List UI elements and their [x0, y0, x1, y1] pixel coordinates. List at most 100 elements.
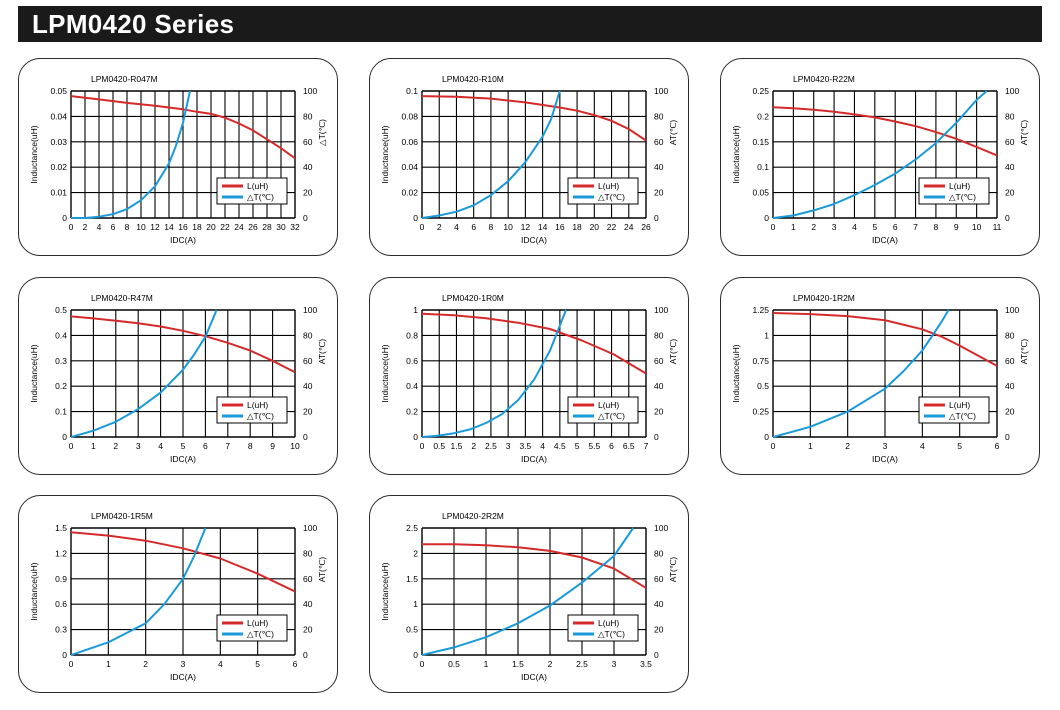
x-tick-label: 8	[248, 441, 253, 451]
y-tick-label: 0.03	[50, 137, 67, 147]
y2-tick-label: 80	[654, 111, 664, 121]
y2-tick-label: 0	[1005, 213, 1010, 223]
y-axis-label: Inductance(uH)	[29, 125, 39, 183]
page-title: LPM0420 Series	[32, 9, 235, 39]
legend-label: △T(℃)	[247, 629, 274, 639]
y-axis-label: Inductance(uH)	[380, 562, 390, 620]
x-tick-label: 1	[106, 659, 111, 669]
y2-tick-label: 60	[1005, 137, 1015, 147]
y-tick-label: 1	[764, 330, 769, 340]
y2-tick-label: 60	[303, 137, 313, 147]
y-tick-label: 1.25	[752, 305, 769, 315]
y-tick-label: 0.01	[50, 188, 67, 198]
x-tick-label: 6	[893, 222, 898, 232]
y-tick-label: 1	[413, 599, 418, 609]
x-tick-label: 4	[454, 222, 459, 232]
x-tick-label: 18	[192, 222, 202, 232]
y-tick-label: 0.06	[401, 137, 418, 147]
y-tick-label: 0	[764, 432, 769, 442]
legend-box	[216, 396, 288, 424]
y-tick-label: 1.2	[55, 548, 67, 558]
inductance-line	[71, 531, 295, 593]
chart-svg: 0 1 2 3 4 5 60 00.3 200.6 400.9 601.2 801.5 100LPM04…	[29, 511, 327, 682]
x-tick-label: 6	[995, 441, 1000, 451]
inductance-line	[773, 312, 997, 367]
x-tick-label: 5	[872, 222, 877, 232]
x-tick-label: 0.5	[433, 441, 445, 451]
y-tick-label: 0.02	[401, 188, 418, 198]
y2-tick-label: 20	[303, 407, 313, 417]
x-tick-label: 10	[503, 222, 513, 232]
y2-tick-label: 60	[654, 574, 664, 584]
y-tick-label: 0.5	[757, 381, 769, 391]
x-tick-label: 0	[420, 659, 425, 669]
x-tick-label: 16	[555, 222, 565, 232]
x-tick-label: 9	[270, 441, 275, 451]
x-tick-label: 2.5	[485, 441, 497, 451]
chart-panel: 0 2 4 6 8 10 12 14 16 18 20 22 24 26 0 0 0.02 20 0.04 40 0.0…	[369, 58, 689, 256]
chart-svg: 0 0.5 1 1.5 2 2.5 3 3.50 00.5 201 401.5 602 802.5 100…	[380, 511, 678, 682]
x-tick-label: 18	[572, 222, 582, 232]
x-tick-label: 9	[954, 222, 959, 232]
y2-tick-label: 40	[654, 599, 664, 609]
x-tick-label: 6	[293, 659, 298, 669]
x-tick-label: 12	[521, 222, 531, 232]
chart-panel: 0 2 4 6 8 10 12 14 16 18 20 22 24 26 28 30 32 0 0 0.01 20 0.0…	[18, 58, 338, 256]
y-tick-label: 0.3	[55, 356, 67, 366]
chart-panel: 0 1 2 3 4 5 6 0 0 0.25 20 0.5 40 0.75 60 1 80 1.25 100 LPM0…	[720, 277, 1040, 475]
legend-box	[918, 177, 990, 205]
x-tick-label: 1.5	[512, 659, 524, 669]
y2-axis-label: AT(℃)	[1019, 120, 1029, 146]
y2-tick-label: 80	[1005, 111, 1015, 121]
y-tick-label: 0.05	[752, 188, 769, 198]
temperature-line	[71, 90, 191, 219]
y-tick-label: 0.4	[406, 381, 418, 391]
x-tick-label: 14	[164, 222, 174, 232]
x-tick-label: 10	[972, 222, 982, 232]
y-tick-label: 0	[764, 213, 769, 223]
chart-title: LPM0420-R22M	[793, 74, 855, 84]
y2-tick-label: 0	[1005, 432, 1010, 442]
y-axis-label: Inductance(uH)	[29, 562, 39, 620]
y2-axis-label: AT(℃)	[1019, 339, 1029, 365]
x-axis-label: IDC(A)	[521, 672, 547, 682]
chart-panel: 0 1 2 3 4 5 6 7 8 9 10 11 0 0 0.05 20 0.1 40 0.15 60 0.2 80 0.…	[720, 58, 1040, 256]
x-tick-label: 8	[125, 222, 130, 232]
y-tick-label: 0.25	[752, 407, 769, 417]
x-tick-label: 0	[771, 441, 776, 451]
x-tick-label: 2	[471, 441, 476, 451]
legend-label: L(uH)	[949, 400, 970, 410]
x-tick-label: 1	[808, 441, 813, 451]
y-axis-label: Inductance(uH)	[380, 344, 390, 402]
y2-axis-label: AT(℃)	[668, 557, 678, 583]
x-axis-label: IDC(A)	[521, 235, 547, 245]
chart-svg: 0 1 2 3 4 5 60 00.25 200.5 400.75 601 801.25 100LPM0…	[731, 293, 1029, 464]
y2-axis-label: AT(℃)	[317, 339, 327, 365]
x-tick-label: 30	[276, 222, 286, 232]
x-axis-label: IDC(A)	[872, 454, 898, 464]
legend-label: L(uH)	[598, 400, 619, 410]
x-tick-label: 11	[993, 222, 1002, 232]
x-tick-label: 6	[471, 222, 476, 232]
legend-label: △T(℃)	[598, 192, 625, 202]
y2-tick-label: 0	[303, 650, 308, 660]
x-tick-label: 2	[811, 222, 816, 232]
chart-title: LPM0420-R10M	[442, 74, 504, 84]
x-tick-label: 4	[540, 441, 545, 451]
legend-box	[567, 396, 639, 424]
x-tick-label: 28	[262, 222, 272, 232]
legend-box	[918, 396, 990, 424]
chart-svg: 0 2 4 6 8 10 12 14 16 18 20 22 24 26 28 30 320 00.01 200.0…	[29, 74, 327, 245]
y-tick-label: 0.1	[406, 86, 418, 96]
legend-box	[567, 614, 639, 642]
legend-label: L(uH)	[247, 400, 268, 410]
x-tick-label: 3	[832, 222, 837, 232]
x-tick-label: 3	[883, 441, 888, 451]
inductance-line	[71, 315, 295, 374]
x-tick-label: 2	[143, 659, 148, 669]
x-tick-label: 8	[489, 222, 494, 232]
x-tick-label: 5	[255, 659, 260, 669]
y2-tick-label: 60	[1005, 356, 1015, 366]
x-tick-label: 24	[624, 222, 634, 232]
x-tick-label: 3	[506, 441, 511, 451]
